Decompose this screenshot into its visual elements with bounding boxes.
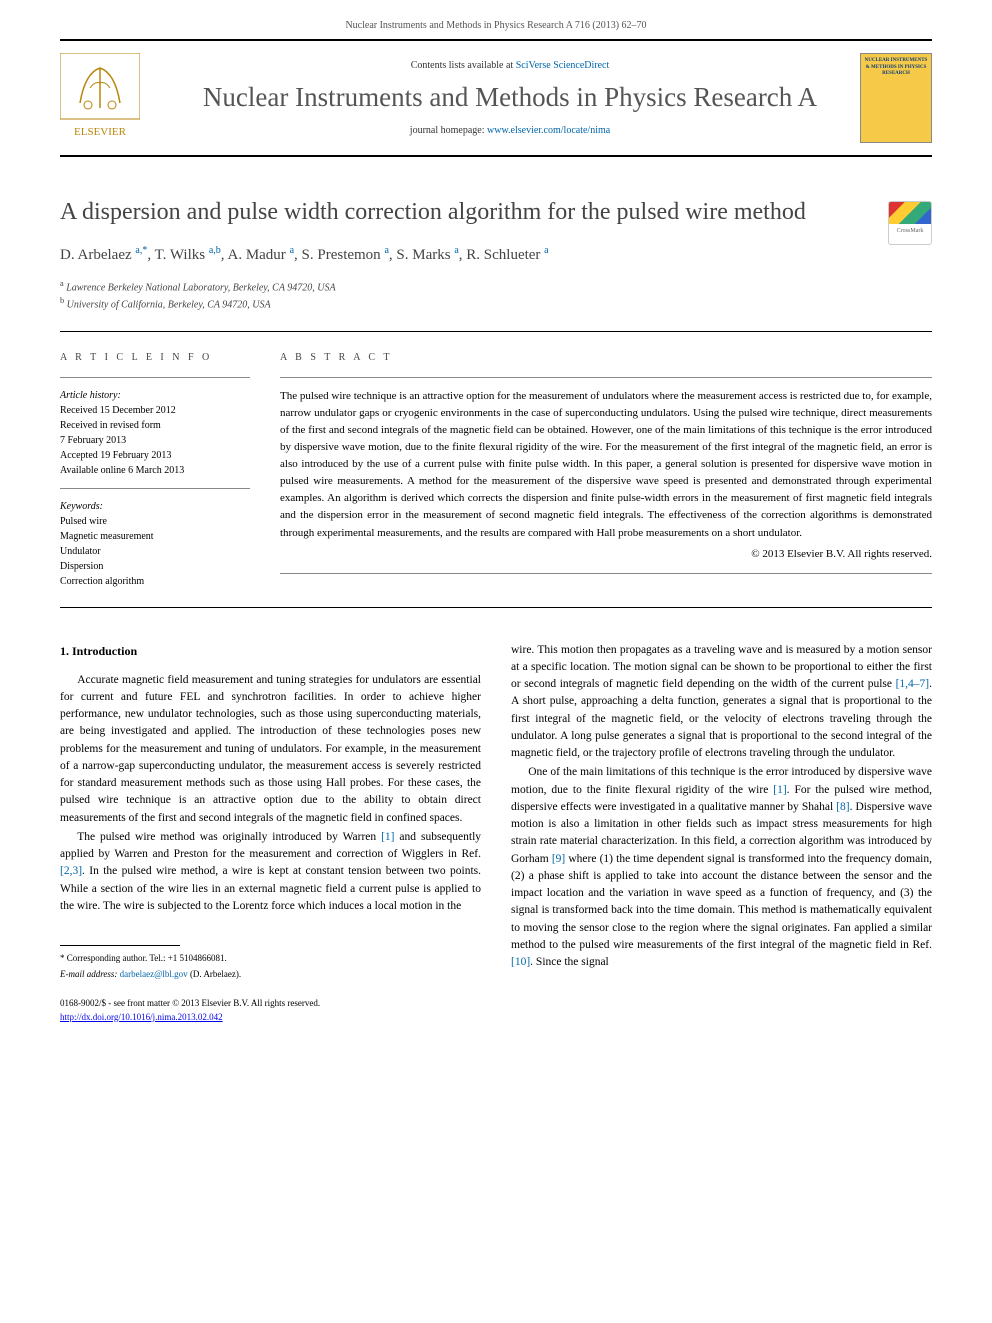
abstract-heading: A B S T R A C T bbox=[280, 350, 932, 366]
accepted-date: Accepted 19 February 2013 bbox=[60, 448, 250, 463]
column-right: wire. This motion then propagates as a t… bbox=[511, 642, 932, 984]
masthead: ELSEVIER Contents lists available at Sci… bbox=[60, 39, 932, 157]
article-title: A dispersion and pulse width correction … bbox=[60, 197, 932, 227]
revised-date: Received in revised form bbox=[60, 418, 250, 433]
contents-line: Contents lists available at SciVerse Sci… bbox=[160, 60, 860, 71]
keyword: Dispersion bbox=[60, 559, 250, 574]
keyword: Correction algorithm bbox=[60, 574, 250, 589]
citation: Nuclear Instruments and Methods in Physi… bbox=[345, 20, 646, 31]
author: S. Prestemon a bbox=[302, 247, 389, 263]
email-link[interactable]: darbelaez@lbl.gov bbox=[120, 969, 188, 979]
article-info: A R T I C L E I N F O Article history: R… bbox=[60, 350, 280, 589]
keywords-label: Keywords: bbox=[60, 499, 250, 514]
footnote-rule bbox=[60, 945, 180, 946]
author: T. Wilks a,b bbox=[155, 247, 221, 263]
citation-link[interactable]: [2,3] bbox=[60, 865, 82, 877]
body-columns: 1. Introduction Accurate magnetic field … bbox=[60, 642, 932, 984]
journal-name: Nuclear Instruments and Methods in Physi… bbox=[160, 81, 860, 113]
author: S. Marks a bbox=[396, 247, 458, 263]
author: A. Madur a bbox=[227, 247, 294, 263]
front-matter-line: 0168-9002/$ - see front matter © 2013 El… bbox=[60, 997, 932, 1011]
doi-link[interactable]: http://dx.doi.org/10.1016/j.nima.2013.02… bbox=[60, 1012, 223, 1022]
paragraph: The pulsed wire method was originally in… bbox=[60, 829, 481, 915]
citation-link[interactable]: [1,4–7] bbox=[896, 678, 930, 690]
author-list: D. Arbelaez a,*, T. Wilks a,b, A. Madur … bbox=[60, 245, 932, 264]
info-abstract-row: A R T I C L E I N F O Article history: R… bbox=[60, 331, 932, 589]
citation-link[interactable]: [9] bbox=[552, 853, 565, 865]
paragraph: Accurate magnetic field measurement and … bbox=[60, 672, 481, 827]
sciencedirect-link[interactable]: SciVerse ScienceDirect bbox=[516, 60, 610, 71]
citation-link[interactable]: [1] bbox=[381, 831, 394, 843]
author: R. Schlueter a bbox=[466, 247, 548, 263]
author: D. Arbelaez a,* bbox=[60, 247, 147, 263]
citation-link[interactable]: [10] bbox=[511, 956, 530, 968]
revised-date: 7 February 2013 bbox=[60, 433, 250, 448]
homepage-line: journal homepage: www.elsevier.com/locat… bbox=[160, 125, 860, 136]
received-date: Received 15 December 2012 bbox=[60, 403, 250, 418]
online-date: Available online 6 March 2013 bbox=[60, 463, 250, 478]
keyword: Undulator bbox=[60, 544, 250, 559]
column-left: 1. Introduction Accurate magnetic field … bbox=[60, 642, 481, 984]
doi-footer: 0168-9002/$ - see front matter © 2013 El… bbox=[60, 997, 932, 1024]
homepage-link[interactable]: www.elsevier.com/locate/nima bbox=[487, 125, 610, 136]
email-line: E-mail address: darbelaez@lbl.gov (D. Ar… bbox=[60, 968, 481, 982]
crossmark-badge[interactable]: CrossMark bbox=[888, 201, 932, 245]
footnotes: * Corresponding author. Tel.: +1 5104866… bbox=[60, 952, 481, 981]
abstract: A B S T R A C T The pulsed wire techniqu… bbox=[280, 350, 932, 589]
running-header: Nuclear Instruments and Methods in Physi… bbox=[0, 0, 992, 39]
abstract-copyright: © 2013 Elsevier B.V. All rights reserved… bbox=[280, 546, 932, 563]
svg-text:ELSEVIER: ELSEVIER bbox=[74, 126, 127, 138]
keyword: Magnetic measurement bbox=[60, 529, 250, 544]
paragraph: wire. This motion then propagates as a t… bbox=[511, 642, 932, 763]
keyword: Pulsed wire bbox=[60, 514, 250, 529]
masthead-center: Contents lists available at SciVerse Sci… bbox=[160, 60, 860, 136]
abstract-text: The pulsed wire technique is an attracti… bbox=[280, 388, 932, 541]
section-heading: 1. Introduction bbox=[60, 642, 481, 660]
history-label: Article history: bbox=[60, 388, 250, 403]
citation-link[interactable]: [8] bbox=[836, 801, 849, 813]
journal-cover-thumbnail: NUCLEAR INSTRUMENTS & METHODS IN PHYSICS… bbox=[860, 53, 932, 143]
elsevier-logo: ELSEVIER bbox=[60, 53, 140, 143]
citation-link[interactable]: [1] bbox=[773, 784, 786, 796]
affiliations: a Lawrence Berkeley National Laboratory,… bbox=[60, 278, 932, 313]
article-info-heading: A R T I C L E I N F O bbox=[60, 350, 250, 365]
corresponding-author: * Corresponding author. Tel.: +1 5104866… bbox=[60, 952, 481, 966]
section-rule bbox=[60, 607, 932, 608]
paragraph: One of the main limitations of this tech… bbox=[511, 764, 932, 971]
